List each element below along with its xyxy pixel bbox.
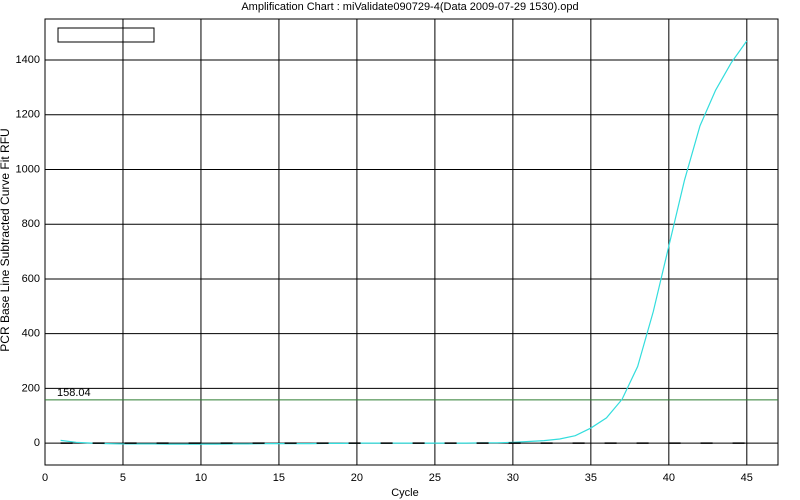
x-tick-label: 0 — [42, 472, 48, 484]
y-tick-label: 1400 — [16, 54, 40, 66]
series-line — [60, 40, 748, 445]
legend-box — [57, 27, 155, 43]
y-tick-label: 200 — [22, 382, 40, 394]
x-axis-label: Cycle — [391, 487, 419, 499]
x-tick-label: 40 — [663, 472, 675, 484]
y-tick-label: 1000 — [16, 163, 40, 175]
x-tick-label: 5 — [120, 472, 126, 484]
y-tick-label: 1200 — [16, 109, 40, 121]
y-tick-label: 800 — [22, 218, 40, 230]
x-tick-label: 10 — [195, 472, 207, 484]
x-tick-label: 35 — [585, 472, 597, 484]
x-tick-label: 30 — [507, 472, 519, 484]
x-tick-label: 15 — [273, 472, 285, 484]
x-tick-label: 45 — [741, 472, 753, 484]
chart-title: Amplification Chart : miValidate090729-4… — [241, 1, 578, 13]
y-tick-label: 600 — [22, 273, 40, 285]
x-tick-label: 25 — [429, 472, 441, 484]
y-tick-label: 0 — [34, 437, 40, 449]
plot-frame — [44, 18, 779, 466]
y-tick-label: 400 — [22, 328, 40, 340]
y-axis-label: PCR Base Line Subtracted Curve Fit RFU — [0, 128, 12, 351]
threshold-label: 158.04 — [57, 387, 91, 399]
x-tick-label: 20 — [351, 472, 363, 484]
